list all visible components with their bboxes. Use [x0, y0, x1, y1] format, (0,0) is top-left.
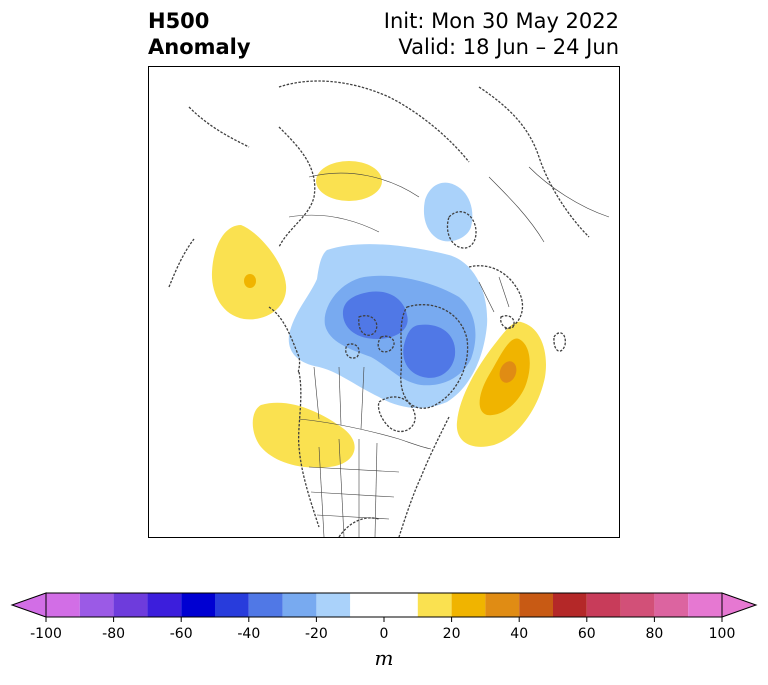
colorbar-segment [181, 593, 215, 617]
colorbar-tick-label: 40 [510, 626, 528, 642]
map-svg [168, 80, 610, 537]
colorbar-segment [586, 593, 621, 617]
colorbar-tick-label: 60 [578, 626, 596, 642]
colorbar-tick-label: -100 [30, 626, 62, 642]
colorbar-segment [282, 593, 317, 617]
colorbar-segment [46, 593, 80, 617]
colorbar-segment [654, 593, 689, 617]
colorbar-segment [215, 593, 249, 617]
init-date: Init: Mon 30 May 2022 [383, 9, 619, 33]
coastlines [168, 80, 590, 537]
colorbar-segment [316, 593, 351, 617]
siberia-trough [423, 182, 473, 242]
colorbar-segment [147, 593, 182, 617]
colorbar-tick-label: -20 [305, 626, 328, 642]
forecast-info: Init: Mon 30 May 2022 Valid: 18 Jun – 24… [384, 8, 619, 60]
colorbar-tick-label: 20 [443, 626, 461, 642]
title-line-1: H500 [148, 9, 210, 33]
colorbar-tick-label: 100 [709, 626, 736, 642]
colorbar-segment [519, 593, 553, 617]
colorbar: -100 -80 -60 -40 -20 0 20 40 60 80 100 m [10, 592, 758, 670]
north-pacific-ridge [211, 225, 287, 320]
colorbar-segment [688, 593, 722, 617]
colorbar-segment [417, 593, 452, 617]
colorbar-segment [620, 593, 655, 617]
colorbar-unit-label: m [375, 646, 394, 670]
colorbar-tick-label: 0 [380, 626, 389, 642]
north-atlantic-ridge [456, 321, 546, 447]
colorbar-segment [248, 593, 283, 617]
colorbar-tick-label: -60 [170, 626, 193, 642]
colorbar-tick-label: -80 [102, 626, 125, 642]
colorbar-ticks: -100 -80 -60 -40 -20 0 20 40 60 80 100 [30, 617, 735, 642]
title-line-2: Anomaly [148, 35, 251, 59]
colorbar-segment [553, 593, 587, 617]
colorbar-tick-label: -40 [237, 626, 260, 642]
arctic-trough [288, 244, 488, 409]
colorbar-extend-max [721, 592, 758, 618]
colorbar-segment [485, 593, 520, 617]
west-russia-ridge [316, 161, 382, 201]
colorbar-segments [10, 592, 758, 618]
map-panel [148, 66, 620, 538]
map-title: H500 Anomaly [148, 8, 251, 60]
anomaly-fills [211, 161, 546, 468]
western-us-ridge [252, 402, 355, 468]
political-borders [288, 166, 610, 537]
colorbar-segment [451, 593, 486, 617]
colorbar-extend-min [10, 592, 47, 618]
colorbar-segment [79, 593, 114, 617]
colorbar-tick-label: 80 [645, 626, 663, 642]
colorbar-segment [113, 593, 148, 617]
colorbar-segment [350, 593, 418, 617]
valid-range: Valid: 18 Jun – 24 Jun [398, 35, 619, 59]
